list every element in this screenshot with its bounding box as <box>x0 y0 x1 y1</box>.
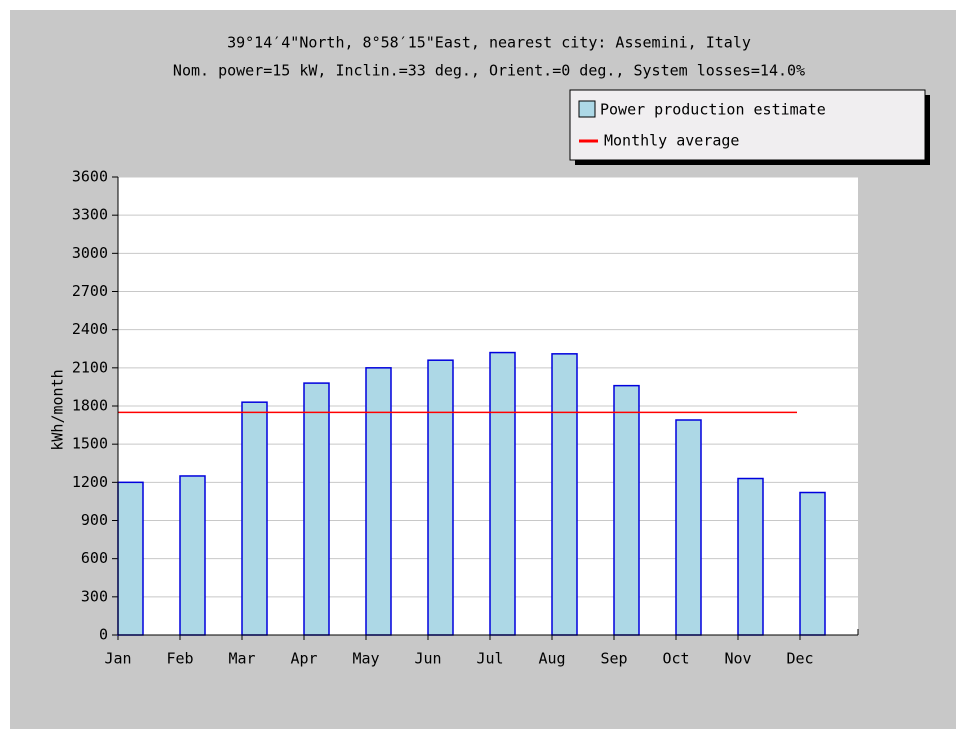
chart-title: 39°14′4"North, 8°58′15"East, nearest cit… <box>227 34 751 52</box>
x-tick-label: Jan <box>104 650 131 668</box>
y-tick-label: 0 <box>99 626 108 644</box>
x-tick-label: Feb <box>166 650 193 668</box>
legend-label: Monthly average <box>604 132 739 150</box>
bar <box>489 351 516 636</box>
y-tick-label: 2100 <box>72 358 108 376</box>
bar <box>613 384 640 636</box>
x-tick-label: Oct <box>662 650 689 668</box>
x-tick-label: Mar <box>228 650 255 668</box>
y-tick-label: 1800 <box>72 397 108 415</box>
bar <box>737 477 764 636</box>
x-tick-label: Jun <box>414 650 441 668</box>
bar <box>551 353 578 636</box>
x-tick-label: Apr <box>290 650 317 668</box>
x-tick-label: Sep <box>600 650 627 668</box>
y-tick-label: 1200 <box>72 473 108 491</box>
y-tick-label: 3300 <box>72 206 108 224</box>
bar <box>303 382 330 636</box>
bar <box>799 491 826 636</box>
x-tick-label: Aug <box>538 650 565 668</box>
x-tick-label: Dec <box>786 650 813 668</box>
y-tick-label: 2400 <box>72 320 108 338</box>
y-tick-label: 2700 <box>72 282 108 300</box>
x-tick-label: May <box>352 650 379 668</box>
bar <box>179 475 206 636</box>
y-axis-label: kWh/month <box>49 369 67 450</box>
bar <box>427 359 454 636</box>
bar <box>241 401 268 636</box>
y-tick-label: 900 <box>81 511 108 529</box>
bar <box>117 481 144 636</box>
legend-swatch <box>578 100 596 118</box>
y-tick-label: 300 <box>81 587 108 605</box>
y-tick-label: 3600 <box>72 168 108 186</box>
legend <box>569 89 926 161</box>
x-tick-label: Nov <box>724 650 751 668</box>
y-tick-label: 600 <box>81 549 108 567</box>
legend-label: Power production estimate <box>600 101 826 119</box>
bar <box>675 419 702 636</box>
bar <box>365 367 392 636</box>
y-tick-label: 1500 <box>72 435 108 453</box>
chart-subtitle: Nom. power=15 kW, Inclin.=33 deg., Orien… <box>173 62 805 80</box>
x-tick-label: Jul <box>476 650 503 668</box>
y-tick-label: 3000 <box>72 244 108 262</box>
